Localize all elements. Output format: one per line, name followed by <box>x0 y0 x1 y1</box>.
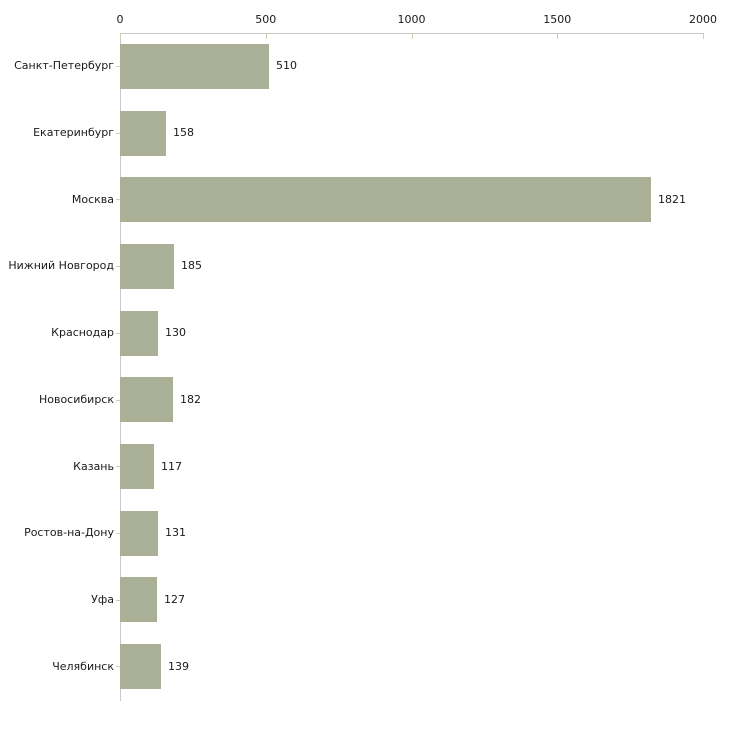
category-label: Екатеринбург <box>33 126 114 140</box>
category-label: Санкт-Петербург <box>14 59 114 73</box>
value-label: 510 <box>276 59 297 73</box>
chart-row: Нижний Новгород 185 <box>0 233 730 300</box>
category-tick-mark <box>116 332 120 334</box>
y-axis-line <box>120 33 121 701</box>
value-label: 182 <box>180 392 201 406</box>
x-tick-label: 2000 <box>689 13 717 26</box>
category-tick-mark <box>116 266 120 268</box>
category-label: Москва <box>71 192 114 206</box>
category-label: Челябинск <box>52 659 114 673</box>
x-tick-mark <box>557 34 559 39</box>
value-label: 139 <box>168 659 189 673</box>
bar <box>120 310 158 356</box>
x-tick-mark <box>265 34 267 39</box>
chart-row: Краснодар 130 <box>0 300 730 367</box>
chart-row: Челябинск 139 <box>0 633 730 700</box>
bar <box>120 110 166 156</box>
category-label: Уфа <box>91 592 114 606</box>
value-label: 1821 <box>658 192 686 206</box>
chart-row: Уфа 127 <box>0 567 730 634</box>
category-tick-mark <box>116 399 120 401</box>
bar <box>120 43 269 89</box>
bar <box>120 177 651 223</box>
category-tick-mark <box>116 666 120 668</box>
category-tick-mark <box>116 599 120 601</box>
x-tick-mark <box>411 34 413 39</box>
x-tick-mark <box>703 34 704 39</box>
value-label: 117 <box>161 459 182 473</box>
bar <box>120 444 154 490</box>
category-label: Краснодар <box>51 326 114 340</box>
category-tick-mark <box>116 132 120 134</box>
category-tick-mark <box>116 199 120 201</box>
x-axis-line <box>120 33 704 34</box>
category-label: Нижний Новгород <box>8 259 114 273</box>
value-label: 130 <box>165 326 186 340</box>
x-tick-label: 500 <box>255 13 277 26</box>
bar <box>120 377 173 423</box>
value-label: 185 <box>181 259 202 273</box>
bar <box>120 243 174 289</box>
value-label: 131 <box>165 526 186 540</box>
chart-row: Санкт-Петербург 510 <box>0 33 730 100</box>
category-tick-mark <box>116 466 120 468</box>
value-label: 127 <box>164 592 185 606</box>
bar <box>120 577 157 623</box>
category-tick-mark <box>116 66 120 67</box>
chart-row: Екатеринбург 158 <box>0 100 730 167</box>
bar <box>120 510 158 556</box>
category-label: Ростов-на-Дону <box>24 526 114 540</box>
chart-row: Казань 117 <box>0 433 730 500</box>
x-tick-label: 0 <box>116 13 124 26</box>
chart-row: Новосибирск 182 <box>0 367 730 434</box>
bar <box>120 644 161 690</box>
x-tick-label: 1500 <box>543 13 572 26</box>
chart-row: Ростов-на-Дону 131 <box>0 500 730 567</box>
x-tick-mark <box>120 34 121 39</box>
x-tick-label: 1000 <box>397 13 426 26</box>
chart-row: Москва 1821 <box>0 166 730 233</box>
category-label: Казань <box>73 459 114 473</box>
value-label: 158 <box>173 126 194 140</box>
category-label: Новосибирск <box>38 392 114 406</box>
category-tick-mark <box>116 532 120 534</box>
